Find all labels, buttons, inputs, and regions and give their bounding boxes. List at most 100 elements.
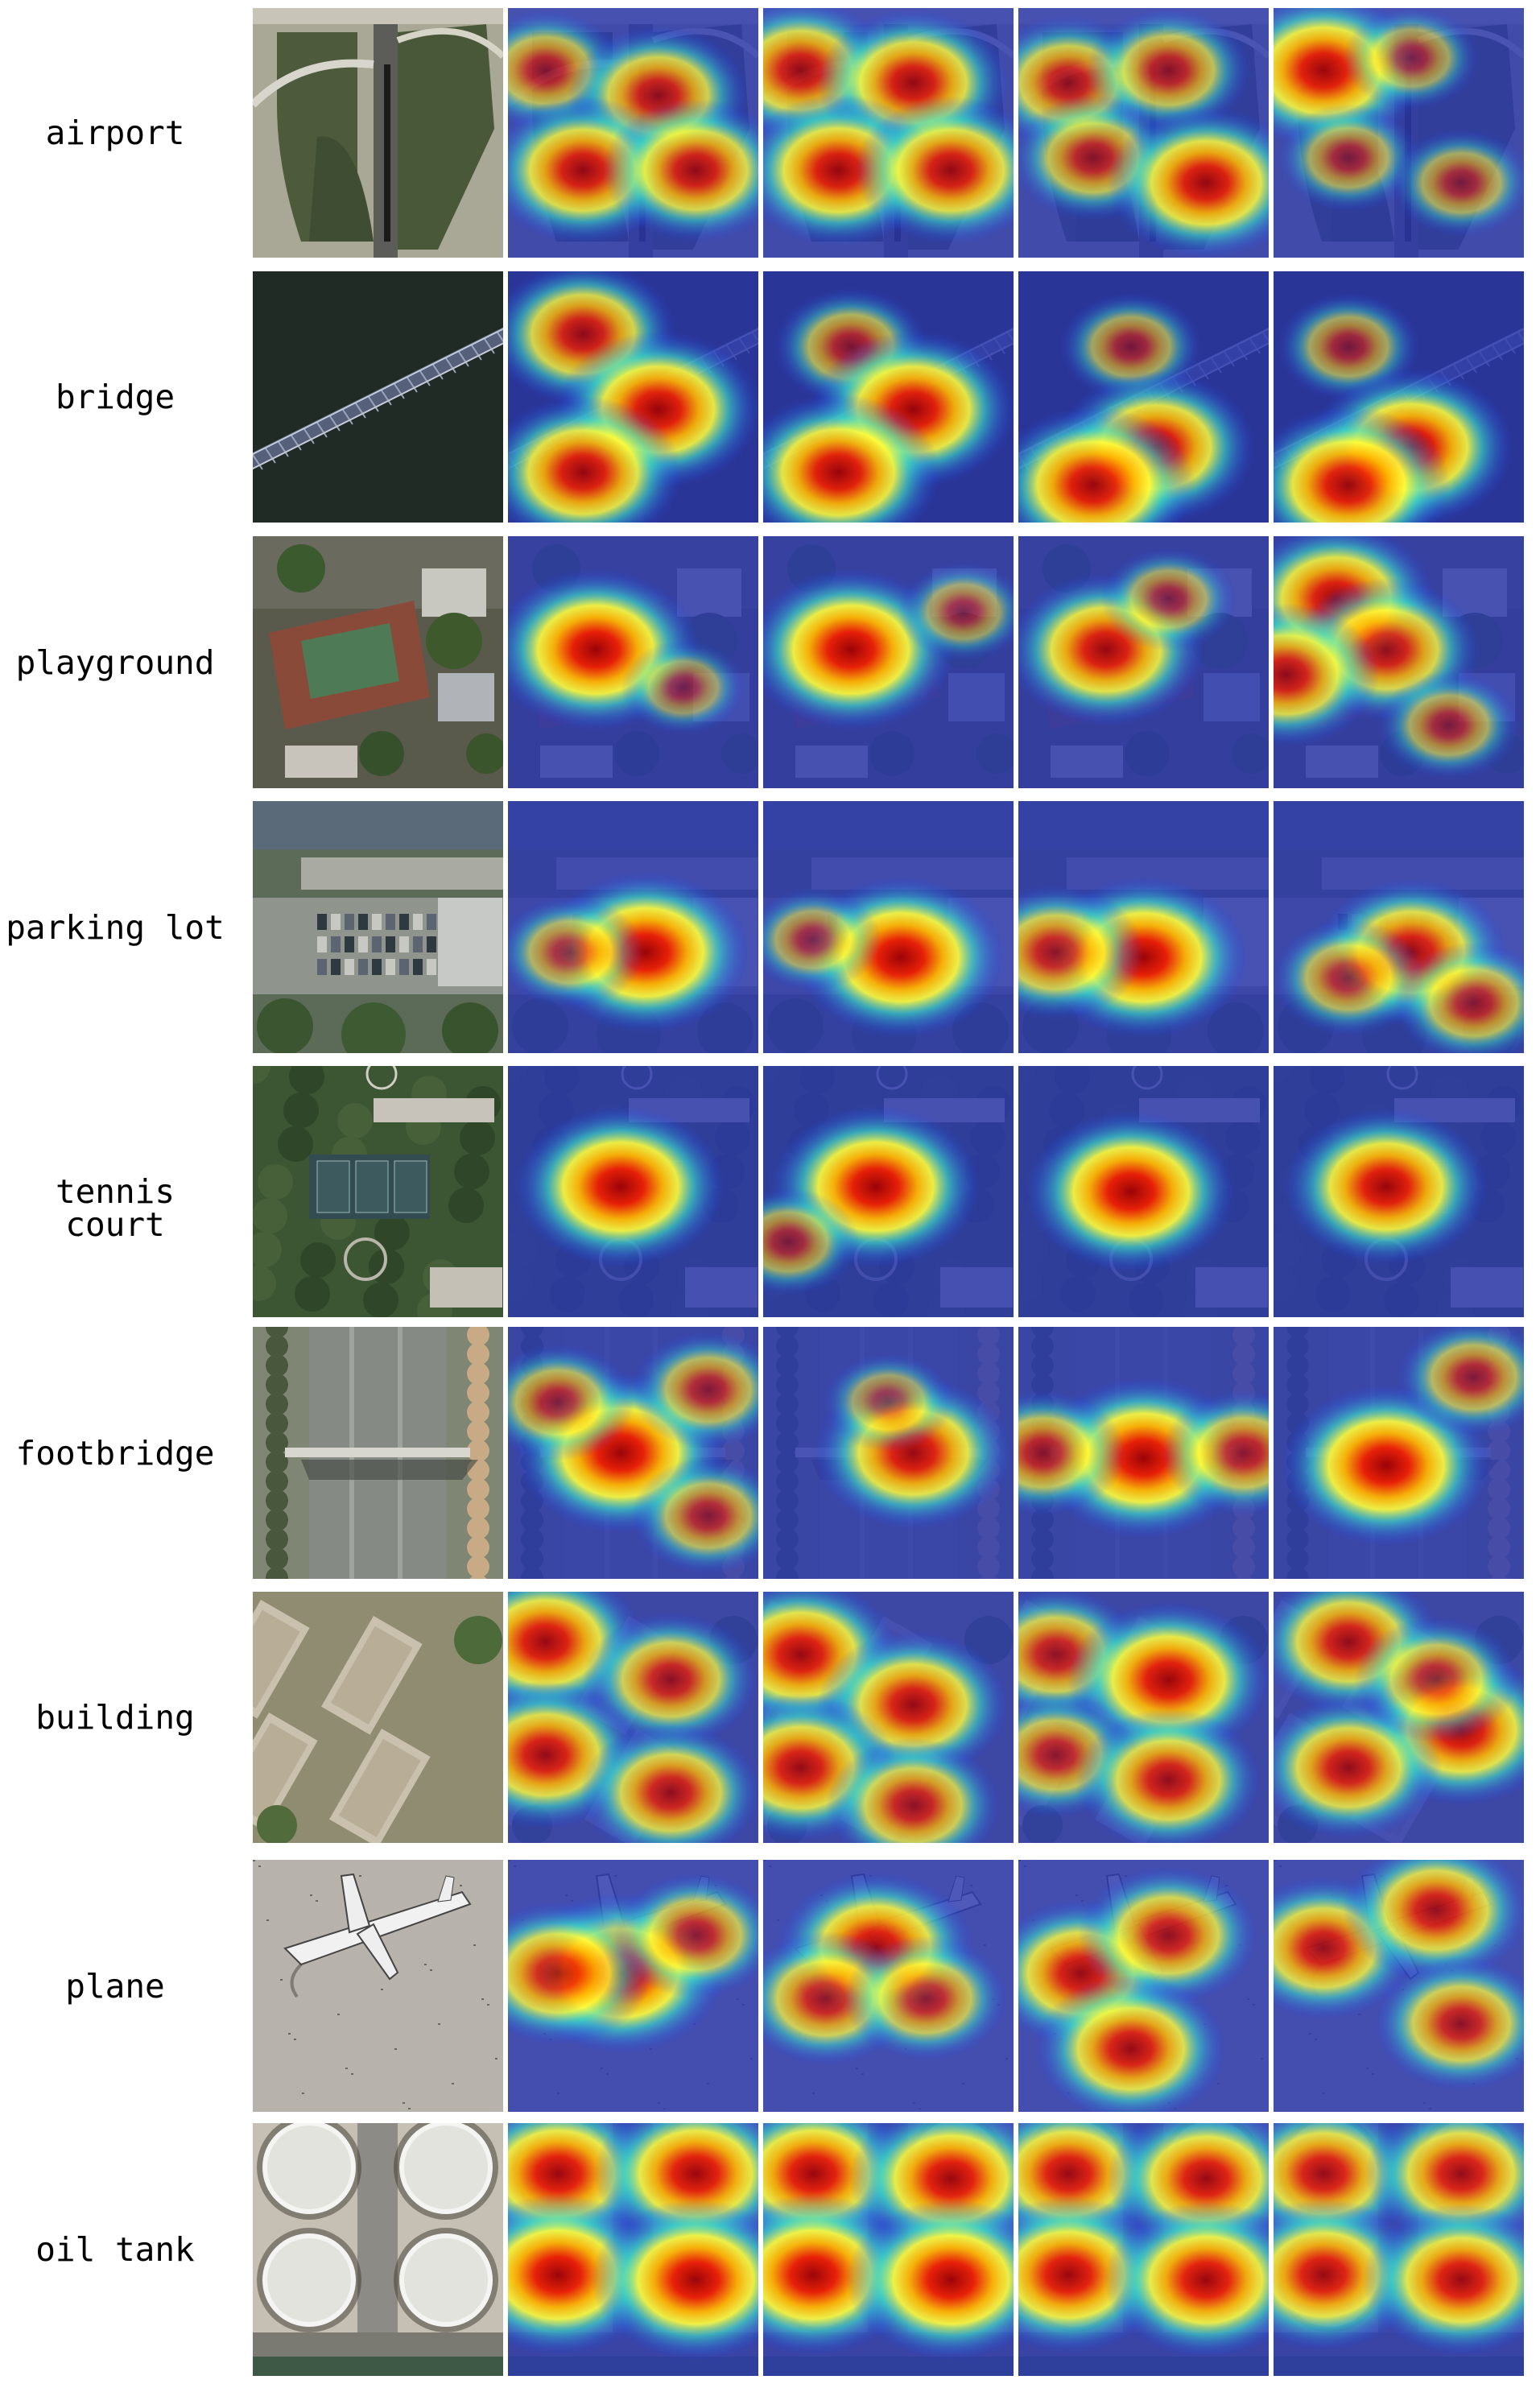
original-aerial-image bbox=[253, 8, 503, 258]
activation-blob bbox=[1278, 104, 1420, 212]
activation-blob bbox=[515, 1105, 725, 1267]
activation-blob bbox=[583, 1612, 758, 1747]
heatmap-method-3 bbox=[1018, 801, 1269, 1053]
activation-blob bbox=[1284, 1108, 1488, 1266]
activation-blob bbox=[580, 1723, 758, 1843]
original-aerial-image bbox=[253, 271, 503, 523]
activation-blob bbox=[763, 1188, 860, 1296]
class-label: building bbox=[35, 1698, 195, 1737]
figure-row-oil-tank: oil tank bbox=[0, 2123, 1540, 2376]
heatmap-method-4 bbox=[1274, 1860, 1524, 2112]
figure-row-playground: playground bbox=[0, 536, 1540, 788]
original-aerial-image bbox=[253, 1592, 503, 1843]
heatmap-method-2 bbox=[763, 1066, 1014, 1317]
heatmap-method-2 bbox=[763, 1327, 1014, 1579]
activation-blob bbox=[591, 2199, 758, 2361]
original-aerial-image bbox=[253, 801, 503, 1053]
activation-blob bbox=[1107, 106, 1269, 258]
heatmap-method-2 bbox=[763, 271, 1014, 523]
activation-blob bbox=[1026, 1111, 1236, 1272]
activation-blob bbox=[1397, 1327, 1524, 1436]
heatmap-method-1 bbox=[508, 1066, 758, 1317]
heatmap-method-1 bbox=[508, 536, 758, 788]
activation-blob bbox=[1362, 2204, 1524, 2357]
activation-blob bbox=[508, 396, 683, 523]
heatmap-method-4 bbox=[1274, 8, 1524, 258]
heatmap-method-2 bbox=[763, 1592, 1014, 1843]
heatmap-method-2 bbox=[763, 801, 1014, 1053]
heatmap-method-1 bbox=[508, 1860, 758, 2112]
activation-blob bbox=[1274, 406, 1451, 523]
activation-blob bbox=[763, 394, 940, 523]
activation-blob bbox=[1078, 1865, 1260, 2006]
activation-blob bbox=[508, 896, 645, 1009]
activation-blob bbox=[1018, 1390, 1126, 1516]
activation-blob bbox=[1274, 603, 1380, 747]
heatmap-method-3 bbox=[1018, 1066, 1269, 1317]
heatmap-method-4 bbox=[1274, 271, 1524, 523]
activation-blob bbox=[631, 1457, 758, 1575]
original-aerial-image bbox=[253, 1066, 503, 1317]
original-aerial-image bbox=[253, 2123, 503, 2376]
activation-blob bbox=[825, 1737, 1001, 1843]
activation-blob bbox=[1161, 1390, 1269, 1516]
activation-blob bbox=[1018, 885, 1144, 1020]
heatmap-method-1 bbox=[508, 801, 758, 1053]
class-label: bridge bbox=[55, 378, 175, 416]
heatmap-method-1 bbox=[508, 271, 758, 523]
heatmap-method-3 bbox=[1018, 536, 1269, 788]
heatmap-method-2 bbox=[763, 1860, 1014, 2112]
activation-blob bbox=[1075, 1708, 1262, 1843]
figure-row-tennis-court: tennis court bbox=[0, 1066, 1540, 1317]
activation-blob bbox=[1394, 942, 1524, 1053]
activation-blob bbox=[621, 640, 746, 735]
class-label: plane bbox=[65, 1966, 165, 2006]
heatmap-method-4 bbox=[1274, 1066, 1524, 1317]
heatmap-method-1 bbox=[508, 1327, 758, 1579]
original-aerial-image bbox=[253, 536, 503, 788]
figure-row-building: building bbox=[0, 1592, 1540, 1843]
heatmap-method-3 bbox=[1018, 1592, 1269, 1843]
class-label: parking lot bbox=[6, 907, 225, 947]
activation-blob bbox=[1100, 547, 1237, 651]
activation-blob bbox=[846, 2199, 1014, 2361]
activation-blob bbox=[763, 887, 881, 992]
class-label: oil tank bbox=[35, 2230, 195, 2269]
activation-blob bbox=[508, 1344, 635, 1461]
heatmap-method-3 bbox=[1018, 2123, 1269, 2376]
activation-blob bbox=[1274, 919, 1426, 1036]
heatmap-method-2 bbox=[763, 536, 1014, 788]
activation-blob bbox=[823, 1353, 954, 1452]
heatmap-method-3 bbox=[1018, 1327, 1269, 1579]
activation-blob bbox=[1354, 1617, 1519, 1743]
heatmap-method-2 bbox=[763, 2123, 1014, 2376]
class-label: airport bbox=[45, 114, 185, 152]
original-aerial-image bbox=[253, 1860, 503, 2112]
heatmap-method-1 bbox=[508, 1592, 758, 1843]
figure-row-plane: plane bbox=[0, 1860, 1540, 2112]
activation-blob bbox=[1373, 1956, 1524, 2091]
heatmap-method-4 bbox=[1274, 1592, 1524, 1843]
figure-row-bridge: bridge bbox=[0, 271, 1540, 523]
activation-blob bbox=[613, 1872, 758, 1998]
figure-row-airport: airport bbox=[0, 8, 1540, 258]
activation-blob bbox=[854, 96, 1014, 245]
activation-blob bbox=[898, 562, 1014, 662]
class-label: tennis court bbox=[55, 1172, 175, 1244]
heatmap-method-1 bbox=[508, 2123, 758, 2376]
activation-blob bbox=[1104, 2201, 1269, 2358]
original-aerial-image bbox=[253, 1327, 503, 1579]
activation-blob bbox=[631, 1331, 758, 1448]
heatmap-method-1 bbox=[508, 8, 758, 258]
activation-blob bbox=[1034, 1975, 1228, 2112]
figure-row-parking-lot: parking lot bbox=[0, 801, 1540, 1053]
heatmap-method-3 bbox=[1018, 271, 1269, 523]
heatmap-method-4 bbox=[1274, 2123, 1524, 2376]
activation-blob bbox=[1390, 129, 1524, 237]
activation-blob bbox=[602, 98, 758, 242]
class-label: playground bbox=[15, 642, 215, 682]
heatmap-method-4 bbox=[1274, 1327, 1524, 1579]
activation-blob bbox=[1377, 671, 1520, 779]
heatmap-method-2 bbox=[763, 8, 1014, 258]
